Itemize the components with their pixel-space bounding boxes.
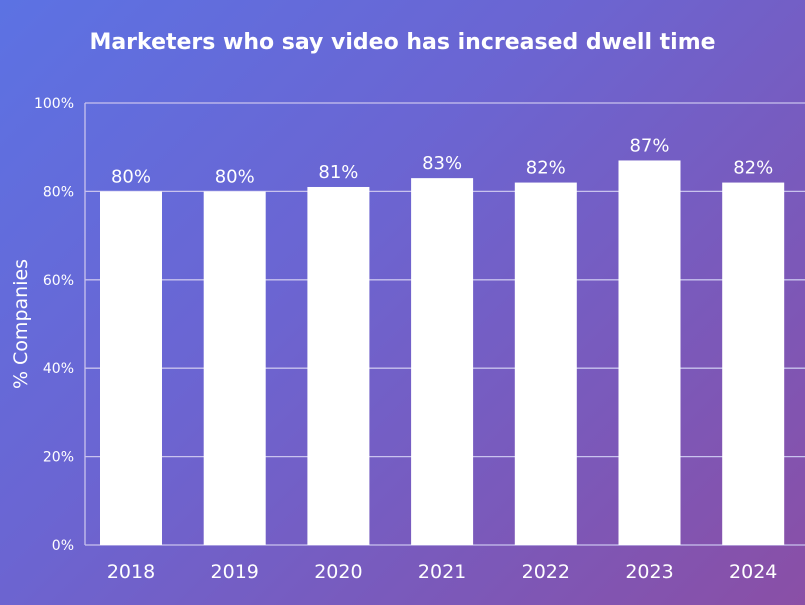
data-label: 82% — [526, 158, 566, 179]
y-tick-label: 0% — [52, 538, 74, 554]
data-label: 80% — [111, 166, 151, 187]
x-tick-label: 2021 — [418, 561, 466, 583]
x-tick-label: 2023 — [625, 561, 673, 583]
chart-title: Marketers who say video has increased dw… — [89, 30, 716, 55]
bar-2018 — [100, 191, 162, 545]
bar-2019 — [203, 191, 266, 545]
y-axis-label: % Companies — [10, 259, 32, 389]
bar-2024 — [722, 182, 785, 545]
y-tick-label: 40% — [43, 361, 74, 377]
y-tick-label: 20% — [43, 450, 74, 466]
data-label: 81% — [318, 162, 358, 183]
data-label: 83% — [422, 153, 462, 174]
x-tick-label: 2024 — [729, 561, 777, 583]
bar-2023 — [618, 160, 681, 545]
bar-2021 — [411, 178, 474, 545]
y-tick-label: 100% — [34, 96, 74, 112]
bar-2020 — [307, 186, 370, 546]
y-tick-label: 60% — [43, 273, 74, 289]
x-tick-label: 2019 — [211, 561, 259, 583]
data-label: 80% — [215, 166, 255, 187]
bar-2022 — [514, 182, 577, 545]
x-tick-label: 2018 — [107, 561, 155, 583]
data-label: 82% — [733, 158, 773, 179]
x-tick-label: 2022 — [522, 561, 570, 583]
data-label: 87% — [629, 135, 669, 156]
y-tick-label: 80% — [43, 184, 74, 200]
x-tick-label: 2020 — [314, 561, 362, 583]
